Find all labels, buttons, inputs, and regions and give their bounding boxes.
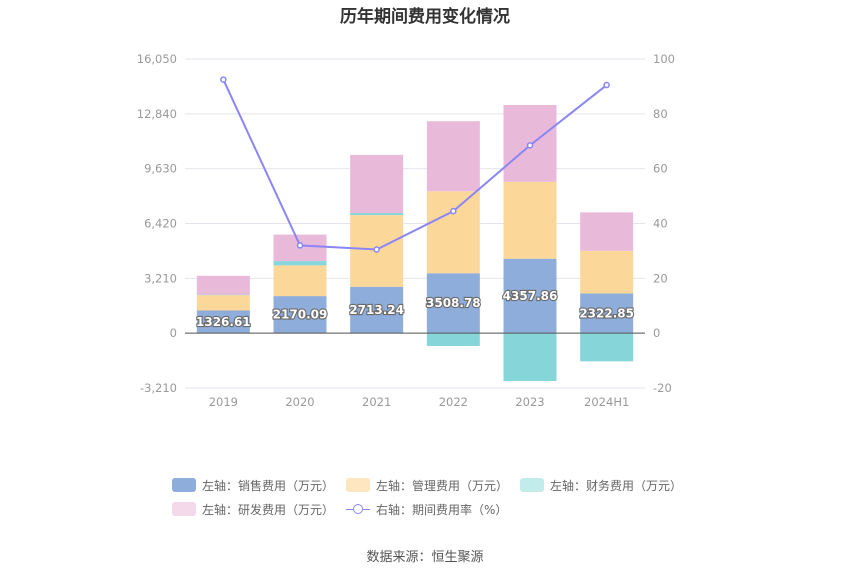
bar-series-0 — [503, 258, 557, 334]
bar-series-2 — [350, 213, 404, 216]
legend-item-finance[interactable]: 左轴：财务费用（万元） — [520, 477, 682, 494]
right-axis-tick: 40 — [653, 217, 668, 231]
rate-point — [450, 207, 457, 215]
bar-series-2 — [503, 333, 557, 381]
bar-series-0 — [580, 293, 634, 334]
bar-series-1 — [503, 181, 557, 259]
left-axis-tick: 3,210 — [144, 271, 177, 285]
bar-series-1 — [196, 295, 250, 311]
bar-value-label: 2322.85 — [579, 306, 634, 320]
rate-point — [603, 81, 610, 89]
left-axis-tick: 16,050 — [137, 52, 177, 66]
data-source: 数据来源：恒生聚源 — [366, 550, 484, 565]
bar-series-3 — [196, 275, 250, 295]
bar-series-1 — [580, 250, 634, 294]
legend-label-sales: 左轴：销售费用（万元） — [202, 478, 335, 493]
rate-point — [220, 76, 227, 83]
bar-series-2 — [196, 294, 250, 296]
bar-series-0 — [426, 273, 480, 334]
legend-label-finance: 左轴：财务费用（万元） — [550, 478, 683, 493]
chart-title: 历年期间费用变化情况 — [340, 7, 510, 27]
legend-item-rd[interactable]: 左轴：研发费用（万元） — [172, 501, 334, 518]
x-axis-tick: 2024H1 — [584, 395, 629, 409]
right-axis-tick: 100 — [653, 52, 675, 66]
bar-series-2 — [273, 261, 327, 266]
x-axis-tick: 2022 — [439, 395, 468, 409]
rate-point — [296, 242, 304, 249]
right-axis-tick: 20 — [653, 271, 668, 285]
right-axis-tick: 0 — [653, 326, 660, 340]
bar-series-2 — [580, 333, 634, 362]
bar-value-label: 2170.09 — [273, 308, 328, 322]
x-axis-tick: 2021 — [362, 395, 391, 409]
bar-value-label: 4357.86 — [503, 289, 558, 303]
x-axis-tick: 2020 — [285, 395, 314, 409]
bar-value-label: 1326.61 — [196, 315, 251, 329]
bar-series-1 — [426, 191, 480, 274]
legend-label-admin: 左轴：管理费用（万元） — [376, 478, 509, 493]
right-axis-tick: -20 — [653, 381, 672, 395]
left-axis-tick: 0 — [170, 326, 177, 340]
bar-series-3 — [426, 121, 480, 192]
legend-swatch-finance — [520, 478, 545, 492]
bar-series-0 — [273, 296, 327, 334]
legend-item-rate[interactable]: 右轴：期间费用率（%） — [346, 501, 507, 518]
legend-label-rate: 右轴：期间费用率（%） — [376, 502, 508, 517]
bar-series-3 — [350, 154, 404, 214]
left-axis-tick: -3,210 — [140, 381, 177, 395]
legend-swatch-admin — [346, 478, 371, 492]
right-axis-tick: 80 — [653, 107, 668, 121]
rate-line — [222, 79, 608, 251]
bar-series-1 — [273, 265, 327, 297]
bar-value-label: 3508.78 — [426, 296, 481, 310]
legend-item-sales[interactable]: 左轴：销售费用（万元） — [172, 477, 334, 494]
legend-label-rd: 左轴：研发费用（万元） — [202, 502, 335, 517]
bar-series-3 — [580, 212, 634, 251]
legend-item-admin[interactable]: 左轴：管理费用（万元） — [346, 477, 508, 494]
x-axis-tick: 2023 — [515, 395, 544, 409]
legend-swatch-rate — [346, 502, 371, 516]
legend-swatch-sales — [172, 478, 196, 492]
rate-point — [526, 142, 534, 149]
chart-legend: 左轴：销售费用（万元） 左轴：管理费用（万元） 左轴：财务费用（万元） 左轴：研… — [172, 473, 692, 521]
bar-series-0 — [350, 286, 404, 334]
left-axis-tick: 9,630 — [144, 162, 177, 176]
legend-swatch-rd — [172, 502, 196, 516]
bar-series-0 — [196, 310, 250, 334]
x-axis-tick: 2019 — [209, 395, 238, 409]
left-axis-tick: 6,420 — [144, 217, 177, 231]
rate-point — [373, 246, 380, 253]
left-axis-tick: 12,840 — [137, 107, 177, 121]
bar-series-2 — [426, 333, 480, 346]
right-axis-tick: 60 — [653, 162, 668, 176]
bar-value-label: 2713.24 — [349, 303, 404, 317]
